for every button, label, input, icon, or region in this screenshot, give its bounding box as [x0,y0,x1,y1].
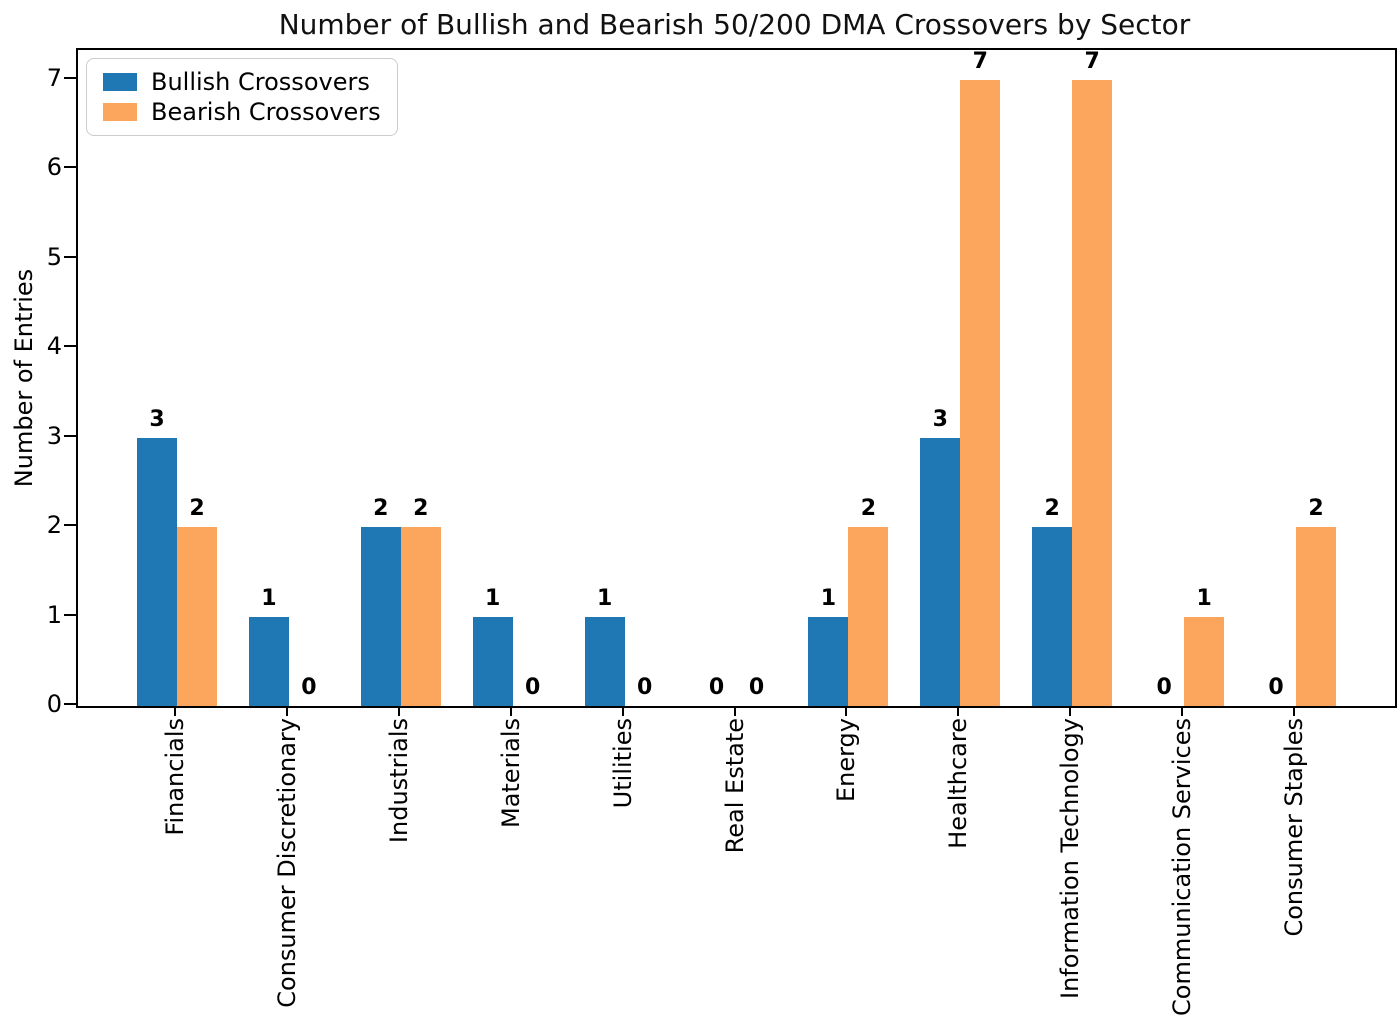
x-tick-label: Utilities [608,718,637,809]
bullish-bar [248,617,289,706]
y-tick-mark [64,255,76,258]
bar-value-label: 3 [149,407,165,432]
x-tick-label: Energy [832,718,861,803]
bearish-bar [1296,527,1336,706]
bar-value-label: 0 [301,675,317,700]
x-tick-label: Industrials [384,718,413,844]
bar-value-label: 0 [636,675,653,700]
y-tick-mark [64,703,76,705]
bar-value-label: 2 [1308,496,1324,521]
legend-item: Bearish Crossovers [103,97,381,127]
y-tick-mark [64,524,76,526]
x-tick-mark [285,706,288,716]
y-tick-label: 4 [46,332,62,361]
bar-value-label: 2 [860,496,877,521]
x-tick-mark [1293,706,1295,716]
y-tick-label: 1 [46,600,62,629]
y-tick-label: 6 [46,153,62,182]
y-tick-label: 2 [46,511,62,539]
x-tick-mark [1069,706,1072,716]
bar-value-label: 1 [261,586,277,611]
x-tick-mark [733,706,736,716]
bar-value-label: 0 [748,675,765,700]
x-tick-label: Information Technology [1056,718,1085,999]
bar-value-label: 2 [373,496,389,521]
x-tick-label: Financials [161,718,189,836]
legend-item-label: Bearish Crossovers [151,98,381,126]
bullish-bar [472,617,513,706]
bar-value-label: 2 [189,496,205,521]
y-tick-mark [64,434,76,437]
bar-value-label: 1 [485,586,501,611]
x-tick-mark [621,706,624,716]
x-tick-mark [174,706,176,716]
x-tick-mark [1181,706,1184,716]
y-tick-label: 5 [46,242,62,271]
bar-value-label: 0 [708,675,725,700]
y-tick-mark [64,613,76,616]
y-tick-label: 7 [46,63,62,92]
legend-item: Bullish Crossovers [103,67,381,97]
bar-value-label: 1 [820,586,837,611]
bar-value-label: 0 [1268,675,1284,700]
x-tick-label: Real Estate [720,718,749,854]
x-tick-mark [957,706,960,716]
bullish-bar [360,527,401,706]
bearish-bar [177,527,217,706]
bearish-bar [1184,617,1225,706]
legend-item-label: Bullish Crossovers [151,68,370,96]
bullish-bar [1032,527,1073,706]
bar-value-label: 0 [525,675,541,700]
x-tick-label: Consumer Staples [1280,718,1308,937]
bar-value-label: 3 [932,407,948,432]
y-tick-mark [64,76,76,79]
x-tick-label: Healthcare [944,718,973,849]
bar-value-label: 1 [1196,586,1212,611]
bearish-bar [960,80,1001,706]
bullish-bar [584,617,625,706]
bearish-bar [848,527,889,706]
y-tick-label: 0 [46,690,62,718]
x-tick-mark [397,706,400,716]
bar-value-label: 7 [1084,49,1100,74]
x-tick-label: Communication Services [1168,718,1197,1016]
legend: Bullish Crossovers Bearish Crossovers [86,58,398,136]
y-axis-label: Number of Entries [10,268,38,488]
bullish-bar [137,438,177,706]
bullish-bar [920,438,961,706]
bar-value-label: 2 [1044,496,1060,521]
bullish-bar [808,617,849,706]
y-tick-label: 3 [46,421,62,450]
bearish-bar [400,527,441,706]
x-tick-label: Materials [496,718,525,829]
chart-title: Number of Bullish and Bearish 50/200 DMA… [278,8,1191,41]
bar-value-label: 0 [1156,675,1172,700]
bullish-legend-swatch [103,73,137,91]
bar-value-label: 7 [972,49,988,74]
x-tick-mark [509,706,512,716]
y-tick-mark [64,166,76,169]
bar-value-label: 1 [596,586,613,611]
bearish-legend-swatch [103,103,137,121]
bar-value-label: 2 [413,496,429,521]
x-tick-mark [845,706,848,716]
bearish-bar [1072,80,1113,706]
x-tick-label: Consumer Discretionary [272,718,301,1008]
y-tick-mark [64,345,76,348]
